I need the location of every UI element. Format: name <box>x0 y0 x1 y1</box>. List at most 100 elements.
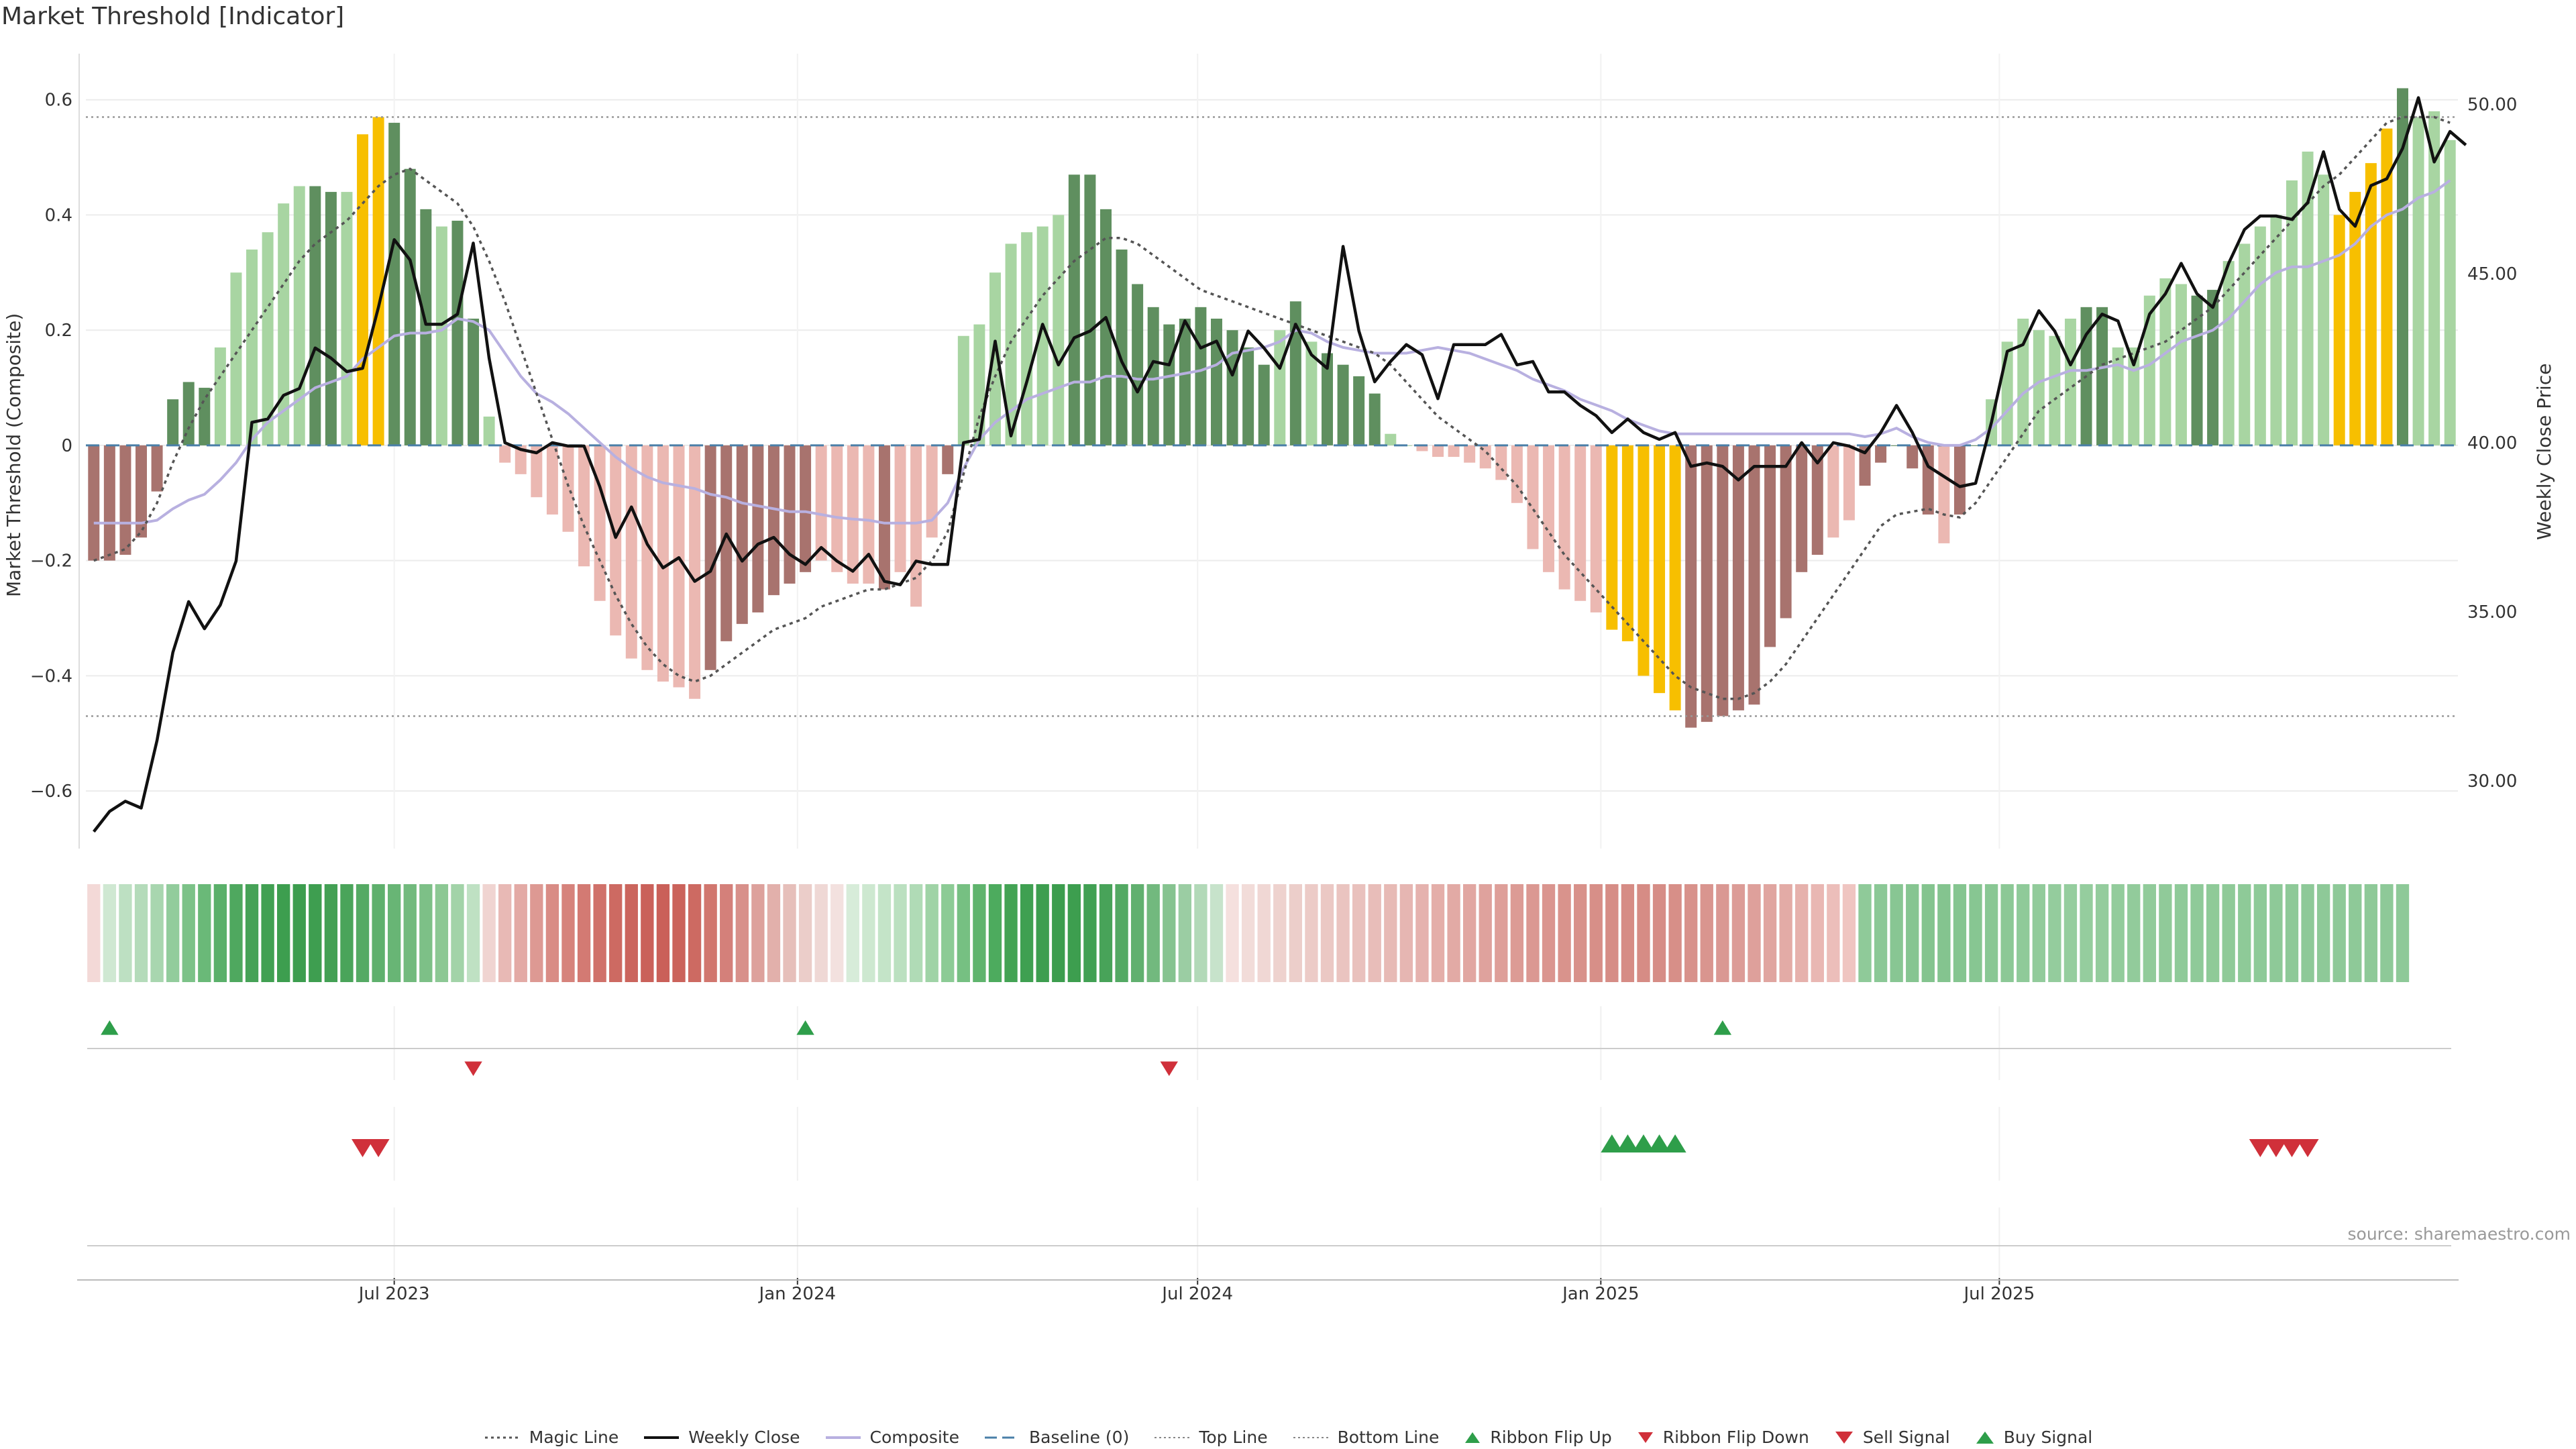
legend-label: Ribbon Flip Down <box>1662 1428 1809 1447</box>
buy-signal-marker <box>1664 1134 1686 1152</box>
ribbon-cell <box>1115 884 1128 982</box>
composite-bar <box>88 445 100 561</box>
ribbon-cell <box>1289 884 1303 982</box>
composite-bar <box>1654 445 1666 694</box>
composite-bar <box>1258 364 1270 445</box>
composite-bar <box>435 226 447 445</box>
ribbon-cell <box>545 884 559 982</box>
legend-item-composite: Composite <box>824 1428 959 1447</box>
ribbon-cell <box>213 884 227 982</box>
indicator-lines <box>86 96 2467 833</box>
y-right-tick-label: 45.00 <box>2467 264 2517 284</box>
ribbon-cell <box>2143 884 2156 982</box>
ribbon-cell <box>2127 884 2141 982</box>
composite-bar <box>704 445 716 670</box>
ribbon-cell <box>1083 884 1097 982</box>
composite-bar <box>2143 295 2155 445</box>
composite-bar <box>420 209 432 445</box>
composite-bar <box>1543 445 1555 572</box>
composite-bar <box>594 445 606 601</box>
ribbon-strip <box>87 884 2410 982</box>
ribbon-cell <box>1210 884 1224 982</box>
composite-bar <box>1669 445 1681 710</box>
composite-bar <box>1195 307 1207 445</box>
composite-bar <box>1875 445 1887 463</box>
composite-bar <box>2222 261 2235 445</box>
composite-bar <box>214 347 226 445</box>
composite-bar <box>2207 290 2219 445</box>
axes-ticks: −0.6 −0.4 −0.2 0 0.2 0.4 0.6 30.00 35.00 40.00 45.… <box>30 54 2517 1304</box>
composite-bar <box>388 123 400 445</box>
composite-bar <box>1242 347 1254 445</box>
buy-signal-marker <box>1616 1134 1639 1152</box>
ribbon-cell <box>973 884 986 982</box>
ribbon-cell <box>2301 884 2314 982</box>
composite-bar <box>1416 445 1428 451</box>
composite-swatch <box>825 1436 861 1439</box>
composite-bar <box>1099 209 1112 445</box>
composite-bar <box>1811 445 1823 555</box>
composite-bar <box>451 221 464 445</box>
y-right-tick-label: 50.00 <box>2467 95 2517 115</box>
composite-bar <box>578 445 590 567</box>
x-tick-label: Jan 2025 <box>1561 1284 1640 1304</box>
ribbon-cell <box>309 884 322 982</box>
legend-label: Magic Line <box>529 1428 619 1447</box>
composite-bar <box>325 192 337 445</box>
ribbon-cell <box>2111 884 2125 982</box>
composite-bar <box>1005 244 1017 445</box>
weekly-close-line <box>93 96 2467 833</box>
legend-item-buy-signal: Buy Signal <box>1974 1428 2092 1447</box>
composite-bar <box>546 445 558 515</box>
y-left-tick-label: −0.6 <box>30 782 72 802</box>
ribbon-cell <box>1526 884 1540 982</box>
ribbon-cell <box>388 884 401 982</box>
ribbon-cell <box>561 884 575 982</box>
ribbon-cell <box>814 884 828 982</box>
ribbon-cell <box>2380 884 2394 982</box>
ribbon-cell <box>1937 884 1951 982</box>
magic-line <box>93 115 2451 700</box>
composite-bar <box>1621 445 1633 641</box>
composite-bar <box>2064 319 2076 445</box>
ribbon-cell <box>1795 884 1809 982</box>
composite-bar <box>2096 307 2108 445</box>
composite-bar <box>2191 295 2203 445</box>
ribbon-cell <box>1763 884 1777 982</box>
ribbon-cell <box>482 884 496 982</box>
composite-bar <box>531 445 543 498</box>
sell-signal-marker <box>352 1139 374 1157</box>
y-left-tick-label: 0.4 <box>45 205 72 225</box>
ribbon-cell <box>909 884 923 982</box>
composite-bar <box>341 192 353 445</box>
composite-bar <box>752 445 764 612</box>
x-tick-label: Jul 2024 <box>1161 1284 1233 1304</box>
composite-bar <box>1084 174 1096 445</box>
composite-bar <box>1289 301 1301 445</box>
composite-bar <box>2381 128 2393 445</box>
x-tick-label: Jul 2023 <box>358 1284 430 1304</box>
ribbon-cell <box>2048 884 2061 982</box>
ribbon-cell <box>1953 884 1967 982</box>
composite-bar <box>1527 445 1539 549</box>
composite-bar <box>182 382 195 445</box>
composite-bar <box>2017 319 2029 445</box>
ribbon-cell <box>2190 884 2204 982</box>
ribbon-cell <box>2269 884 2283 982</box>
ribbon-cell <box>1336 884 1350 982</box>
ribbon-flip-up-marker <box>101 1020 119 1035</box>
composite-bar <box>610 445 622 636</box>
ribbon-cell <box>1558 884 1571 982</box>
composite-bar <box>847 445 859 584</box>
ribbon-cell <box>340 884 354 982</box>
ribbon-cell <box>2316 884 2330 982</box>
buy-triangle-icon <box>1976 1431 1994 1444</box>
composite-bar <box>1953 445 1966 515</box>
sell-signal-marker <box>2280 1139 2303 1157</box>
baseline-swatch <box>984 1436 1020 1438</box>
legend-item-ribbon-flip-up: Ribbon Flip Up <box>1463 1428 1612 1447</box>
ribbon-cell <box>1479 884 1492 982</box>
ribbon-cell <box>1874 884 1888 982</box>
ribbon-cell <box>1668 884 1682 982</box>
composite-bar <box>736 445 748 625</box>
